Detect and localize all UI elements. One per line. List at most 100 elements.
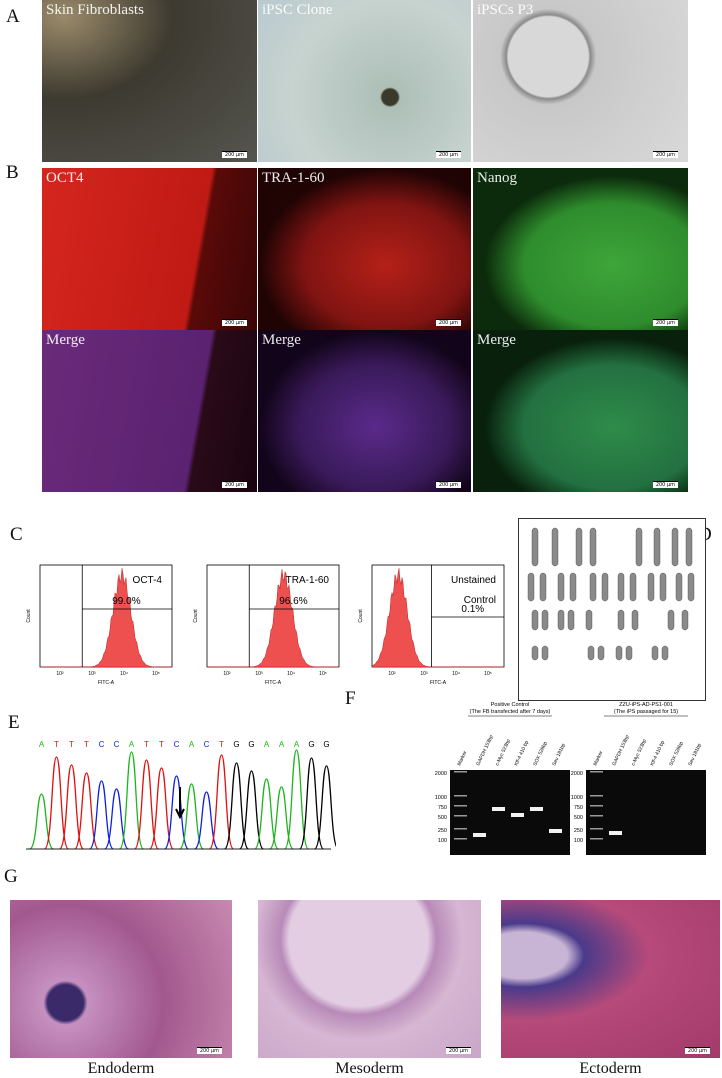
image-caption: iPSCs P3 [477,2,534,18]
chromosome [635,527,643,567]
lane-label: c-Myc 523bp [630,738,648,767]
panel-label: E [8,712,20,733]
micrograph: Merge 200 μm [473,330,688,492]
lane-label: Marker [456,750,468,767]
base-call: T [219,740,224,749]
chromosome [629,572,637,602]
chromosome [625,645,633,661]
panel-label: F [345,688,356,709]
micrograph: iPSC Clone 200 μm [258,0,471,162]
lane-label: GAPDH 153bp [475,734,495,767]
chromosome [651,645,659,661]
scale-bar: 200 μm [652,319,678,326]
mutation-arrow [175,787,185,820]
micrograph: OCT4 200 μm [42,168,257,330]
x-tick-label: 10⁵ [484,671,492,677]
chromosome [541,609,549,631]
micrograph: Nanog 200 μm [473,168,688,330]
chromosome [589,527,597,567]
chromosome [681,609,689,631]
band [549,829,562,833]
trace-peak [313,765,336,850]
lane-label: Marker [592,750,604,767]
base-call: T [144,740,149,749]
x-tick-label: 10⁵ [152,671,160,677]
chromosome [647,572,655,602]
y-axis-label: Count [26,609,32,623]
band [454,771,467,773]
band [454,795,467,797]
scale-bar: 200 μm [445,1047,471,1054]
trace-peak [238,770,265,850]
gel-title: Positive Control [491,702,530,708]
trace-peak [118,751,145,850]
histogram [207,569,339,668]
chromosome [531,527,539,567]
image-caption: OCT4 [46,170,84,186]
base-call: G [308,740,314,749]
base-call: T [69,740,74,749]
micrograph: 200 μm [10,900,232,1058]
x-tick-label: 10⁴ [452,671,460,677]
chromosome [597,645,605,661]
panel-label: B [6,162,19,183]
ladder-label: 750 [438,805,447,811]
marker-name: OCT-4 [133,575,163,586]
ladder-label: 750 [574,805,583,811]
chromosome [617,572,625,602]
trace-peak [178,783,205,850]
band [454,815,467,817]
base-call: A [39,740,45,749]
base-call: G [323,740,329,749]
scale-bar: 200 μm [652,481,678,488]
trace-peak [223,762,250,850]
base-call: T [159,740,164,749]
chromosome [685,527,693,567]
chromosome [575,527,583,567]
chromosome [653,527,661,567]
base-call: C [114,740,120,749]
ladder-label: 100 [438,838,447,844]
chromosome [531,645,539,661]
scale-bar: 200 μm [196,1047,222,1054]
scale-bar: 200 μm [652,151,678,158]
x-tick-label: 10⁴ [120,671,128,677]
chromosome [687,572,695,602]
trace-peak [43,756,70,850]
chromosome [675,572,683,602]
x-tick-label: 10² [388,671,396,677]
gel [586,770,706,855]
chromosome [557,609,565,631]
histogram [40,568,172,668]
x-tick-label: 10³ [88,671,96,677]
chromosome [589,572,597,602]
scale-bar: 200 μm [435,319,461,326]
lane-label: GAPDH 153bp [611,734,631,767]
band [590,795,603,797]
base-call: C [99,740,105,749]
y-axis-label: Count [193,609,199,623]
gate-percent: 0.1% [461,604,484,615]
ladder-label: 1000 [571,795,583,801]
lane-label: SOX 528bp [532,741,548,767]
band [590,828,603,830]
chromosome [539,572,547,602]
micrograph: 200 μm [258,900,481,1058]
gel [450,770,570,855]
scale-bar: 200 μm [221,481,247,488]
band [454,828,467,830]
chromosome [557,572,565,602]
lane-label: SOX 528bp [668,741,684,767]
x-tick-label: 10³ [420,671,428,677]
gel-subtitle: (The iPS passaged for 15) [614,709,678,715]
image-caption: TRA-1-60 [262,170,325,186]
chromosome [617,609,625,631]
trace-peak [133,759,160,850]
image-caption: Skin Fibroblasts [46,2,144,18]
chromosome [541,645,549,661]
y-axis-label: Count [358,609,364,623]
band [590,771,603,773]
x-tick-label: 10² [56,671,64,677]
scale-bar: 200 μm [221,319,247,326]
